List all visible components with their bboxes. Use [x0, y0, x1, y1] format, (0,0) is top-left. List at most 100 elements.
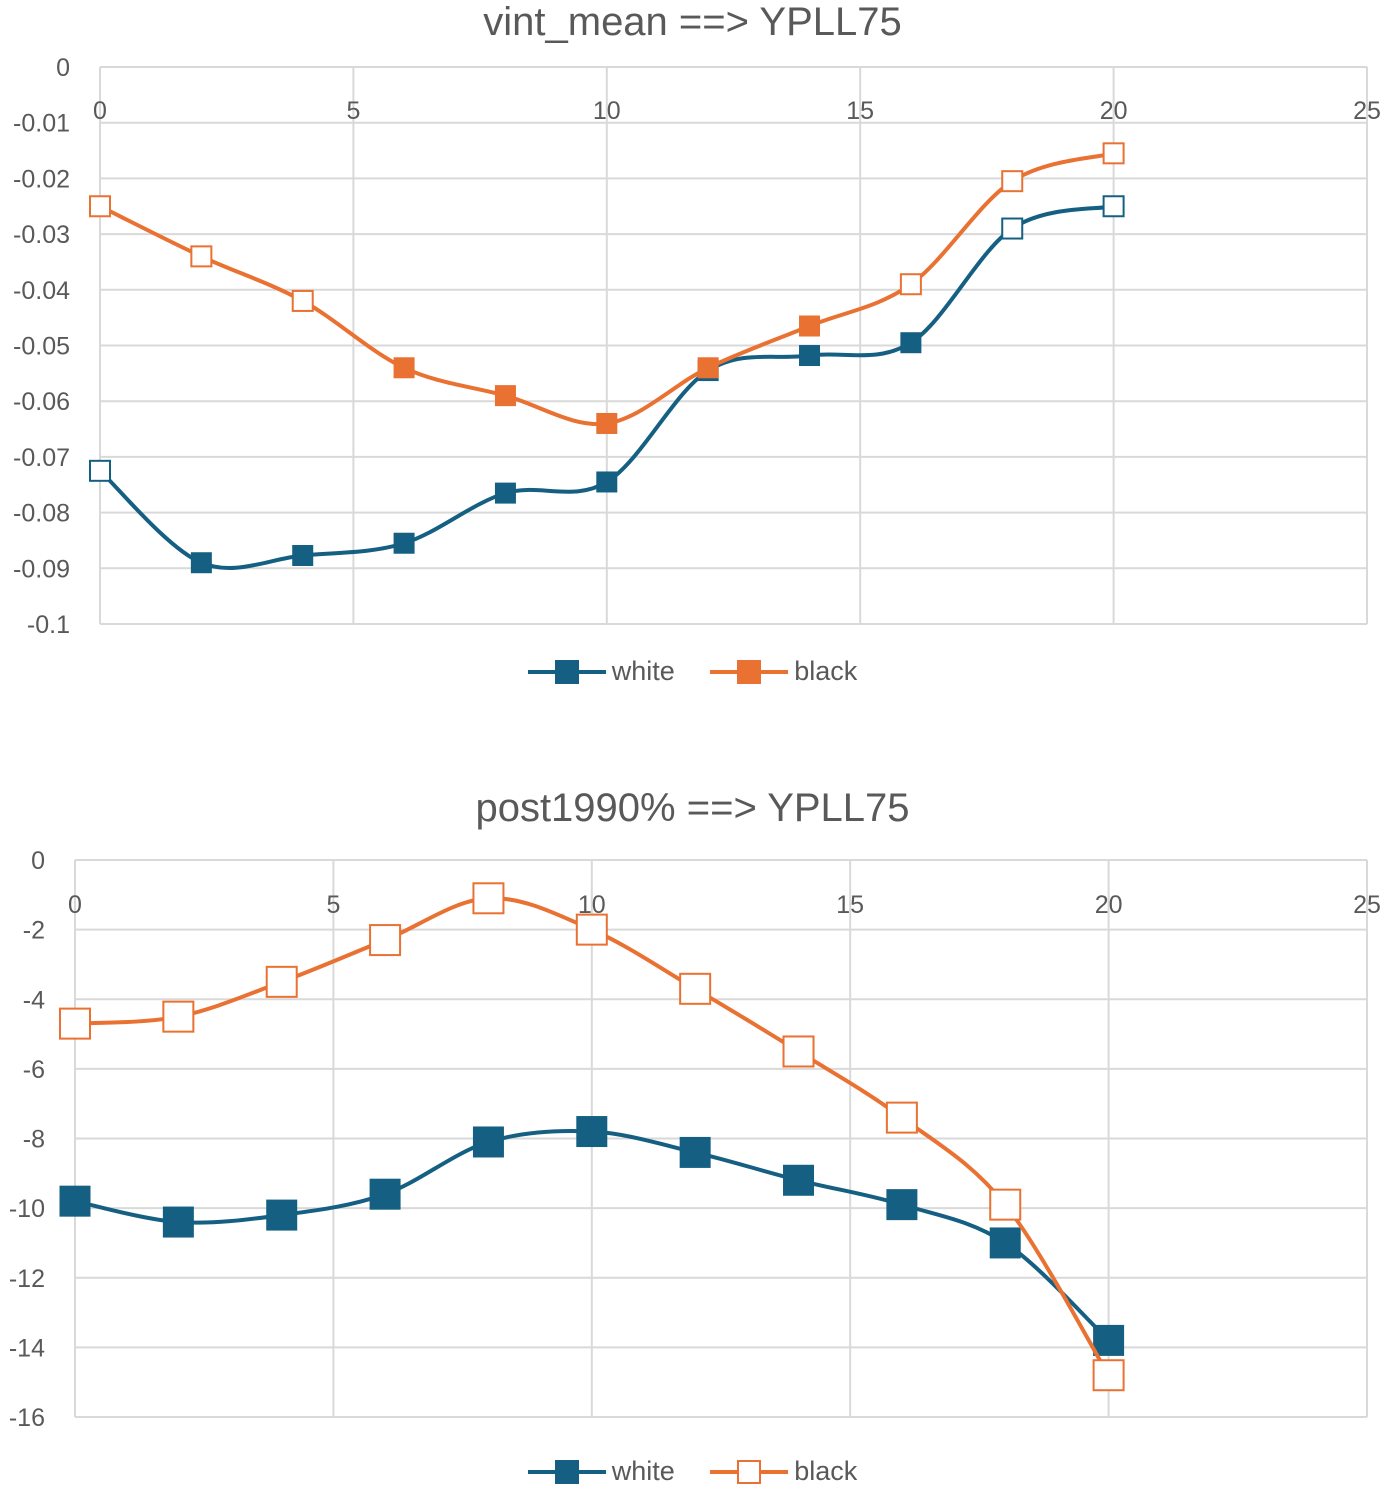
legend-item-white: white — [527, 1456, 675, 1487]
x-tick-label: 20 — [1100, 97, 1128, 125]
legend-marker — [554, 659, 579, 684]
x-tick-label: 15 — [846, 97, 874, 125]
y-tick-label: -6 — [23, 1056, 45, 1084]
data-point-black — [89, 195, 111, 218]
y-tick-label: -0.03 — [13, 221, 70, 249]
y-tick-label: -0.05 — [13, 333, 70, 361]
data-point-black — [190, 245, 213, 268]
x-tick-label: 15 — [836, 891, 864, 919]
data-point-black — [162, 1000, 195, 1033]
legend-swatch-black — [710, 659, 789, 684]
y-tick-label: 0 — [31, 847, 45, 875]
data-point-black — [697, 357, 719, 379]
data-point-black — [369, 924, 402, 957]
legend-marker — [737, 1459, 762, 1484]
plot-area: 0-2-4-6-8-10-12-14-160 5 10 15 20 25 — [9, 847, 1381, 1432]
data-point-white — [369, 1178, 401, 1210]
series-line-black — [74, 896, 1111, 1377]
y-tick-label: -8 — [23, 1126, 45, 1154]
legend-label-white: white — [611, 1456, 675, 1486]
y-tick-label: -0.02 — [13, 165, 70, 193]
y-tick-label: -0.07 — [13, 444, 70, 472]
data-point-black — [575, 913, 608, 946]
chart-post1990: post1990% ==> YPLL75 0 -2 -4 -6 -8 -10 -12 -14 -… — [0, 780, 1385, 1489]
y-tick-label: -0.09 — [13, 555, 70, 583]
gridlines — [99, 66, 1368, 625]
x-tick-label: 25 — [1353, 891, 1381, 919]
y-tick-label: -14 — [9, 1334, 45, 1362]
legend-swatch-white — [527, 659, 606, 684]
data-point-black — [799, 315, 821, 337]
data-point-white — [393, 532, 415, 554]
legend-item-black: black — [710, 1456, 857, 1487]
legend-label-white: white — [611, 656, 675, 686]
data-point-black — [393, 357, 415, 379]
series-black — [89, 142, 1125, 434]
data-point-black — [885, 1101, 918, 1134]
legend-marker — [737, 659, 762, 684]
legend: white black — [0, 1456, 1385, 1494]
legend-label-black: black — [794, 1456, 858, 1486]
data-point-white — [900, 332, 922, 354]
y-tick-label: -0.08 — [13, 500, 70, 528]
series-black — [59, 882, 1125, 1392]
legend-label-black: black — [794, 656, 858, 686]
legend: white black — [0, 656, 1385, 694]
data-point-white — [783, 1164, 815, 1196]
data-point-white — [1102, 195, 1125, 218]
y-tick-label: -0.01 — [13, 110, 70, 138]
gridlines — [74, 859, 1368, 1418]
data-point-white — [799, 345, 821, 367]
data-point-white — [1093, 1324, 1125, 1356]
y-tick-label: -0.06 — [13, 388, 70, 416]
y-tick-label: -10 — [9, 1195, 45, 1223]
data-point-white — [162, 1206, 194, 1238]
data-point-black — [679, 972, 712, 1005]
chart-vint-mean: vint_mean ==> YPLL75 0 -0.01 -0.02 -0.03 -0.… — [0, 0, 1385, 700]
legend-item-black: black — [710, 656, 857, 687]
data-point-white — [886, 1189, 918, 1221]
data-point-black — [596, 412, 618, 434]
y-tick-label: -2 — [23, 917, 45, 945]
y-tick-label: 0 — [56, 54, 70, 82]
data-point-white — [679, 1136, 711, 1168]
data-point-black — [59, 1007, 91, 1040]
legend-item-white: white — [527, 656, 675, 687]
data-point-white — [989, 1227, 1021, 1259]
y-tick-label: -12 — [9, 1265, 45, 1293]
x-tick-label: 5 — [346, 97, 360, 125]
x-tick-label: 5 — [326, 891, 340, 919]
data-point-black — [1001, 170, 1024, 193]
data-point-black — [291, 289, 314, 312]
data-point-black — [1092, 1359, 1125, 1392]
data-point-white — [596, 471, 618, 493]
y-tick-label: -0.1 — [27, 611, 70, 639]
data-point-white — [576, 1116, 608, 1148]
x-tick-label: 25 — [1353, 97, 1381, 125]
series-white — [89, 195, 1125, 574]
data-point-white — [59, 1185, 91, 1217]
x-tick-label: 0 — [93, 97, 107, 125]
x-tick-label: 0 — [68, 891, 82, 919]
x-tick-label: 20 — [1095, 891, 1123, 919]
legend-swatch-white — [527, 1459, 606, 1484]
data-point-black — [782, 1035, 815, 1068]
data-point-black — [1102, 142, 1125, 165]
data-point-black — [989, 1188, 1022, 1221]
series-white — [59, 1116, 1125, 1356]
plot-area: 0 -0.01 -0.02 -0.03 -0.04 -0.05 -0.06 -0.07 -0.0… — [13, 54, 1381, 639]
y-tick-label: -0.04 — [13, 277, 70, 305]
chart-title: post1990% ==> YPLL75 — [475, 786, 910, 830]
x-tick-label: 10 — [593, 97, 621, 125]
chart-title: vint_mean ==> YPLL75 — [483, 0, 902, 44]
data-point-white — [266, 1199, 298, 1231]
data-point-white — [494, 482, 516, 504]
data-point-white — [1001, 217, 1024, 240]
data-point-black — [265, 965, 298, 998]
data-point-white — [190, 552, 212, 574]
data-point-white — [89, 459, 111, 482]
data-point-white — [472, 1126, 504, 1158]
data-point-black — [494, 385, 516, 407]
legend-marker — [554, 1459, 579, 1484]
y-tick-label: -4 — [23, 986, 45, 1014]
